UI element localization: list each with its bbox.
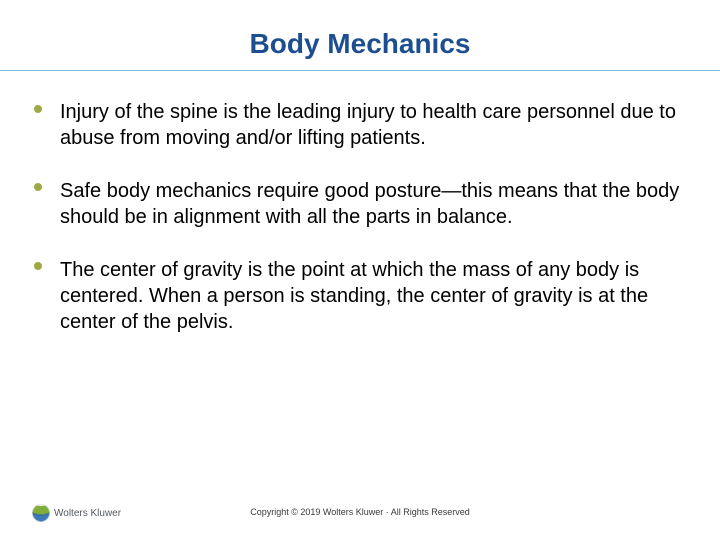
- copyright-text: Copyright © 2019 Wolters Kluwer · All Ri…: [250, 507, 470, 517]
- content-area: Injury of the spine is the leading injur…: [0, 71, 720, 336]
- slide-title: Body Mechanics: [250, 28, 471, 60]
- bullet-text: The center of gravity is the point at wh…: [60, 259, 648, 334]
- list-item: The center of gravity is the point at wh…: [34, 257, 686, 336]
- bullet-text: Safe body mechanics require good posture…: [60, 180, 679, 228]
- bullet-text: Injury of the spine is the leading injur…: [60, 101, 676, 149]
- bullet-dot-icon: [34, 262, 42, 270]
- footer: Copyright © 2019 Wolters Kluwer · All Ri…: [0, 502, 720, 520]
- list-item: Safe body mechanics require good posture…: [34, 178, 686, 231]
- title-wrap: Body Mechanics: [0, 0, 720, 66]
- slide-container: Body Mechanics Injury of the spine is th…: [0, 0, 720, 540]
- bullet-list: Injury of the spine is the leading injur…: [34, 99, 686, 336]
- list-item: Injury of the spine is the leading injur…: [34, 99, 686, 152]
- bullet-dot-icon: [34, 183, 42, 191]
- bullet-dot-icon: [34, 105, 42, 113]
